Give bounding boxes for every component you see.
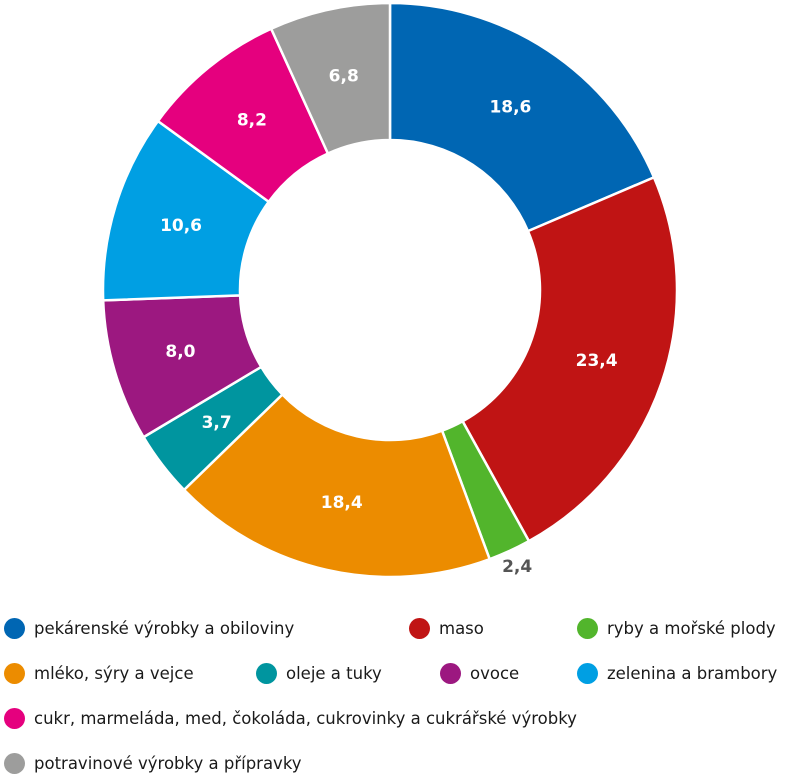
- legend-item: pekárenské výrobky a obiloviny: [4, 618, 294, 639]
- legend-item: mléko, sýry a vejce: [4, 663, 194, 684]
- legend-swatch: [4, 753, 25, 774]
- legend-label: cukr, marmeláda, med, čokoláda, cukrovin…: [34, 709, 577, 728]
- legend-label: ryby a mořské plody: [607, 619, 776, 638]
- legend-swatch: [256, 663, 277, 684]
- legend-label: pekárenské výrobky a obiloviny: [34, 619, 295, 638]
- data-label: 3,7: [202, 413, 232, 433]
- legend-item: oleje a tuky: [256, 663, 382, 684]
- donut-slice: [388, 1, 656, 233]
- legend-swatch: [4, 663, 25, 684]
- data-label: 6,8: [329, 66, 359, 86]
- legend-swatch: [409, 618, 430, 639]
- legend-item: ryby a mořské plody: [577, 618, 776, 639]
- legend-item: cukr, marmeláda, med, čokoláda, cukrovin…: [4, 708, 577, 729]
- legend-item: maso: [409, 618, 484, 639]
- data-label: 18,6: [489, 98, 531, 118]
- donut-slice: [269, 1, 392, 156]
- legend-swatch: [4, 618, 25, 639]
- data-label: 2,4: [502, 557, 532, 577]
- legend-item: potravinové výrobky a přípravky: [4, 753, 302, 774]
- donut-slice: [460, 175, 679, 543]
- legend-swatch: [577, 618, 598, 639]
- donut-slice: [182, 392, 492, 579]
- legend-item: ovoce: [440, 663, 519, 684]
- legend-label: mléko, sýry a vejce: [34, 664, 194, 683]
- legend-swatch: [440, 663, 461, 684]
- data-label: 18,4: [321, 493, 363, 513]
- legend-swatch: [4, 708, 25, 729]
- data-label: 23,4: [576, 351, 618, 371]
- donut-chart: 18,6 23,4 2,4 18,4 3,7 8,0 10,6 8,2 6,8: [101, 1, 679, 579]
- legend-label: maso: [439, 619, 484, 638]
- data-label: 8,0: [165, 342, 195, 362]
- legend-label: potravinové výrobky a přípravky: [34, 754, 302, 773]
- data-label: 10,6: [160, 216, 202, 236]
- legend-label: ovoce: [470, 664, 520, 683]
- legend-label: oleje a tuky: [286, 664, 382, 683]
- data-label: 8,2: [237, 111, 267, 131]
- legend-swatch: [577, 663, 598, 684]
- legend-label: zelenina a brambory: [607, 664, 778, 683]
- legend-item: zelenina a brambory: [577, 663, 777, 684]
